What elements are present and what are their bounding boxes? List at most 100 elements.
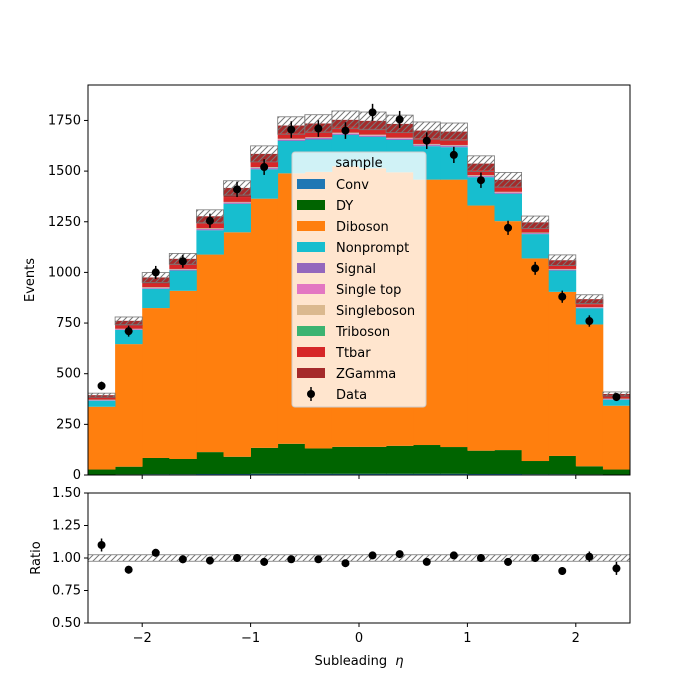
legend-box xyxy=(291,151,427,408)
bar-ttbar-bin-16 xyxy=(521,228,550,233)
bar-ttbar-bin-5 xyxy=(223,197,251,202)
ratio-point-3 xyxy=(178,555,187,564)
legend-swatch-9 xyxy=(297,368,325,378)
bar-single-top-bin-15 xyxy=(494,192,522,193)
bar-conv-bin-14 xyxy=(467,473,495,475)
data-point-17 xyxy=(558,292,567,301)
bar-diboson-bin-16 xyxy=(521,258,550,462)
bar-diboson-bin-15 xyxy=(494,221,522,451)
bar-conv-bin-11 xyxy=(386,473,414,475)
bar-single-top-bin-4 xyxy=(196,228,224,230)
legend-swatch-2 xyxy=(297,221,325,231)
ratio-point-5 xyxy=(233,554,242,562)
legend-swatch-3 xyxy=(297,242,325,252)
bar-dy-bin-17 xyxy=(548,455,577,475)
main-y-axis-label: Events xyxy=(23,258,38,302)
bar-diboson-bin-5 xyxy=(223,232,251,457)
data-point-2 xyxy=(151,268,160,277)
legend: sample Conv DY Diboson Nonprompt Signal Singl… xyxy=(291,151,427,408)
bar-signal-bin-13 xyxy=(440,146,468,148)
legend-swatch-4 xyxy=(297,263,325,273)
bar-nonprompt-bin-16 xyxy=(521,234,550,259)
legend-title: sample xyxy=(335,156,382,171)
bar-nonprompt-bin-5 xyxy=(223,203,251,233)
ratio-point-7 xyxy=(287,555,296,564)
bar-nonprompt-bin-1 xyxy=(115,329,143,345)
bar-signal-bin-5 xyxy=(223,203,251,204)
uncertainty-bin-18 xyxy=(575,294,604,304)
bar-dy-bin-13 xyxy=(440,447,468,474)
ratio-point-13 xyxy=(449,551,458,560)
bar-ttbar-bin-11 xyxy=(386,132,414,138)
bar-nonprompt-bin-19 xyxy=(602,399,631,406)
bar-single-top-bin-5 xyxy=(223,202,251,204)
uncertainty-bin-15 xyxy=(494,172,523,188)
legend-label-4: Signal xyxy=(336,262,376,277)
legend-label-7: Triboson xyxy=(335,325,390,340)
bar-conv-bin-10 xyxy=(359,473,387,475)
ratio-point-14 xyxy=(476,554,485,562)
data-point-5 xyxy=(233,185,242,194)
data-point-8 xyxy=(314,124,323,133)
main-y-tick-label-3: 750 xyxy=(56,316,81,331)
data-point-12 xyxy=(422,136,431,145)
bar-conv-bin-4 xyxy=(196,473,224,475)
bar-diboson-bin-18 xyxy=(575,324,604,467)
bar-diboson-bin-4 xyxy=(196,254,224,453)
bar-dy-bin-8 xyxy=(304,448,333,474)
bar-dy-bin-14 xyxy=(467,450,495,474)
bar-dy-bin-11 xyxy=(386,445,414,474)
bar-dy-bin-6 xyxy=(250,447,279,474)
data-point-4 xyxy=(205,216,214,225)
bar-diboson-bin-0 xyxy=(88,406,116,470)
legend-swatch-6 xyxy=(297,305,325,315)
ratio-point-10 xyxy=(368,551,377,560)
ratio-point-8 xyxy=(314,555,323,564)
bar-signal-bin-15 xyxy=(494,192,522,194)
bar-dy-bin-16 xyxy=(521,461,550,475)
legend-label-5: Single top xyxy=(336,283,401,298)
bar-conv-bin-9 xyxy=(331,473,360,475)
data-points xyxy=(97,103,621,402)
bar-signal-bin-16 xyxy=(521,233,550,235)
ratio-point-0 xyxy=(97,541,106,549)
ratio-point-17 xyxy=(558,567,567,575)
bar-single-top-bin-13 xyxy=(440,145,468,147)
bar-conv-bin-7 xyxy=(277,473,306,475)
ratio-y-ticks: 0.50 0.75 1.00 1.25 1.50 xyxy=(52,486,88,631)
x-axis-label-symbol: η xyxy=(395,654,403,669)
bar-nonprompt-bin-3 xyxy=(169,270,197,291)
ratio-point-6 xyxy=(260,557,269,566)
legend-swatch-1 xyxy=(297,200,325,210)
data-point-14 xyxy=(476,176,485,185)
uncertainty-bin-14 xyxy=(466,155,495,172)
ratio-point-9 xyxy=(341,559,350,568)
ratio-uncertainty-band xyxy=(87,554,631,562)
uncertainty-bin-0 xyxy=(87,392,116,398)
ratio-x-ticks: −2 −1 0 1 2 xyxy=(133,623,580,646)
ratio-point-2 xyxy=(151,548,160,557)
x-tick-label-4: 2 xyxy=(572,631,580,646)
data-point-3 xyxy=(178,257,187,266)
ratio-y-axis-label: Ratio xyxy=(29,541,44,574)
legend-swatch-0 xyxy=(297,179,325,189)
uncertainty-bin-17 xyxy=(548,254,577,267)
legend-label-9: ZGamma xyxy=(336,367,396,382)
main-y-tick-label-1: 250 xyxy=(56,417,81,432)
bar-ttbar-bin-17 xyxy=(548,265,577,269)
bar-diboson-bin-3 xyxy=(169,290,197,459)
main-y-tick-label-5: 1250 xyxy=(48,215,81,230)
legend-swatch-7 xyxy=(297,326,325,336)
data-point-6 xyxy=(260,163,269,172)
main-y-tick-label-7: 1750 xyxy=(48,113,81,128)
bar-single-top-bin-10 xyxy=(359,135,387,136)
bar-conv-bin-13 xyxy=(440,473,468,475)
legend-label-1: DY xyxy=(336,199,353,214)
data-point-1 xyxy=(124,327,133,336)
bar-dy-bin-15 xyxy=(494,450,522,474)
ratio-band-rect xyxy=(87,554,631,562)
data-point-7 xyxy=(287,125,296,134)
ratio-point-1 xyxy=(124,565,133,574)
bar-nonprompt-bin-2 xyxy=(142,288,170,309)
bar-dy-bin-5 xyxy=(223,456,251,474)
